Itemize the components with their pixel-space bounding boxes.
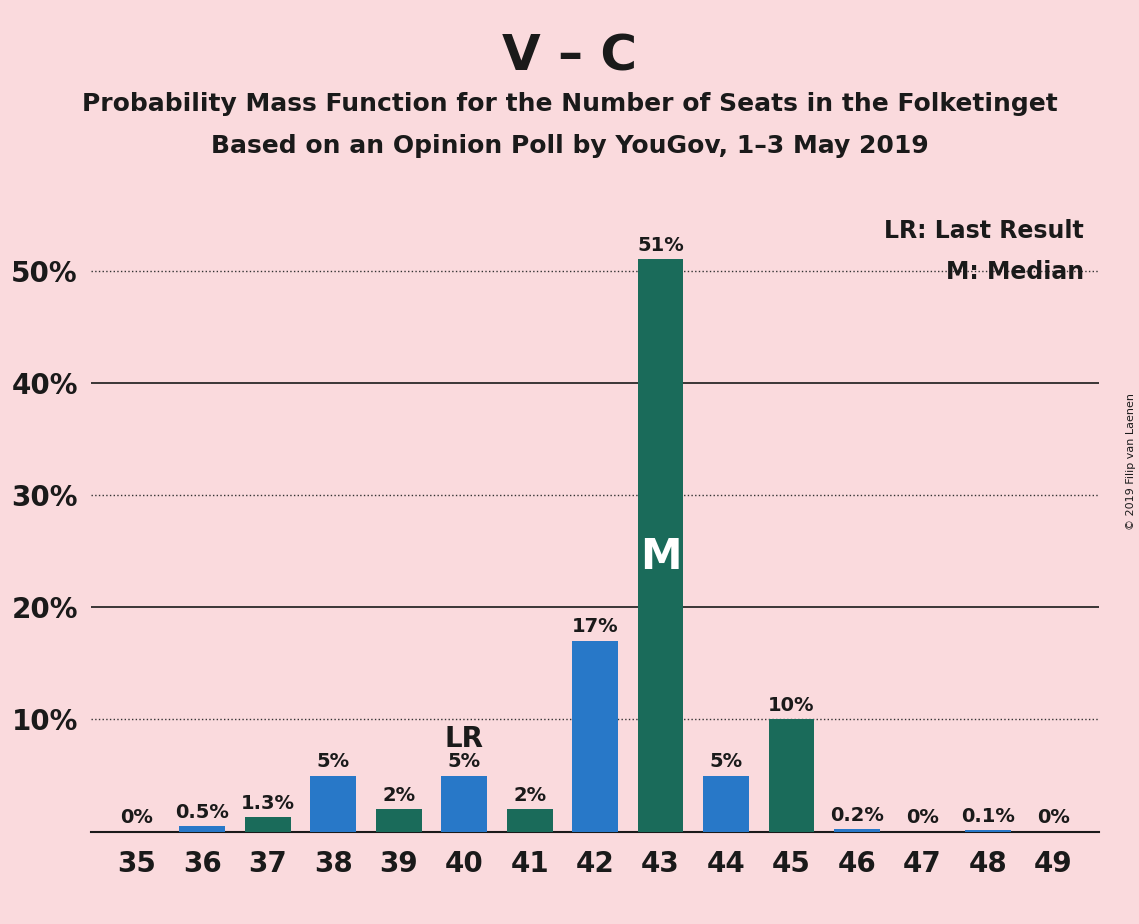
- Text: Based on an Opinion Poll by YouGov, 1–3 May 2019: Based on an Opinion Poll by YouGov, 1–3 …: [211, 134, 928, 158]
- Text: 0%: 0%: [1036, 808, 1070, 827]
- Text: 2%: 2%: [513, 785, 547, 805]
- Text: 5%: 5%: [448, 752, 481, 771]
- Text: 10%: 10%: [768, 696, 814, 715]
- Text: Probability Mass Function for the Number of Seats in the Folketinget: Probability Mass Function for the Number…: [82, 92, 1057, 116]
- Bar: [769, 720, 814, 832]
- Bar: [245, 817, 290, 832]
- Text: 2%: 2%: [383, 785, 416, 805]
- Text: 5%: 5%: [710, 752, 743, 771]
- Bar: [834, 830, 879, 832]
- Bar: [180, 826, 226, 832]
- Bar: [507, 809, 552, 832]
- Bar: [703, 775, 749, 832]
- Text: © 2019 Filip van Laenen: © 2019 Filip van Laenen: [1126, 394, 1136, 530]
- Bar: [311, 775, 357, 832]
- Text: 0.2%: 0.2%: [830, 806, 884, 825]
- Bar: [965, 831, 1010, 832]
- Text: 5%: 5%: [317, 752, 350, 771]
- Text: 0.1%: 0.1%: [961, 807, 1015, 826]
- Text: 0%: 0%: [121, 808, 154, 827]
- Bar: [441, 775, 487, 832]
- Text: LR: Last Result: LR: Last Result: [884, 219, 1084, 243]
- Text: M: M: [640, 536, 681, 578]
- Text: 0.5%: 0.5%: [175, 803, 229, 821]
- Text: M: Median: M: Median: [945, 260, 1084, 284]
- Text: 51%: 51%: [637, 236, 683, 255]
- Text: V – C: V – C: [502, 32, 637, 80]
- Bar: [376, 809, 421, 832]
- Text: 17%: 17%: [572, 617, 618, 637]
- Text: 0%: 0%: [906, 808, 939, 827]
- Text: LR: LR: [444, 725, 484, 753]
- Text: 1.3%: 1.3%: [240, 794, 295, 812]
- Bar: [572, 641, 618, 832]
- Bar: [638, 260, 683, 832]
